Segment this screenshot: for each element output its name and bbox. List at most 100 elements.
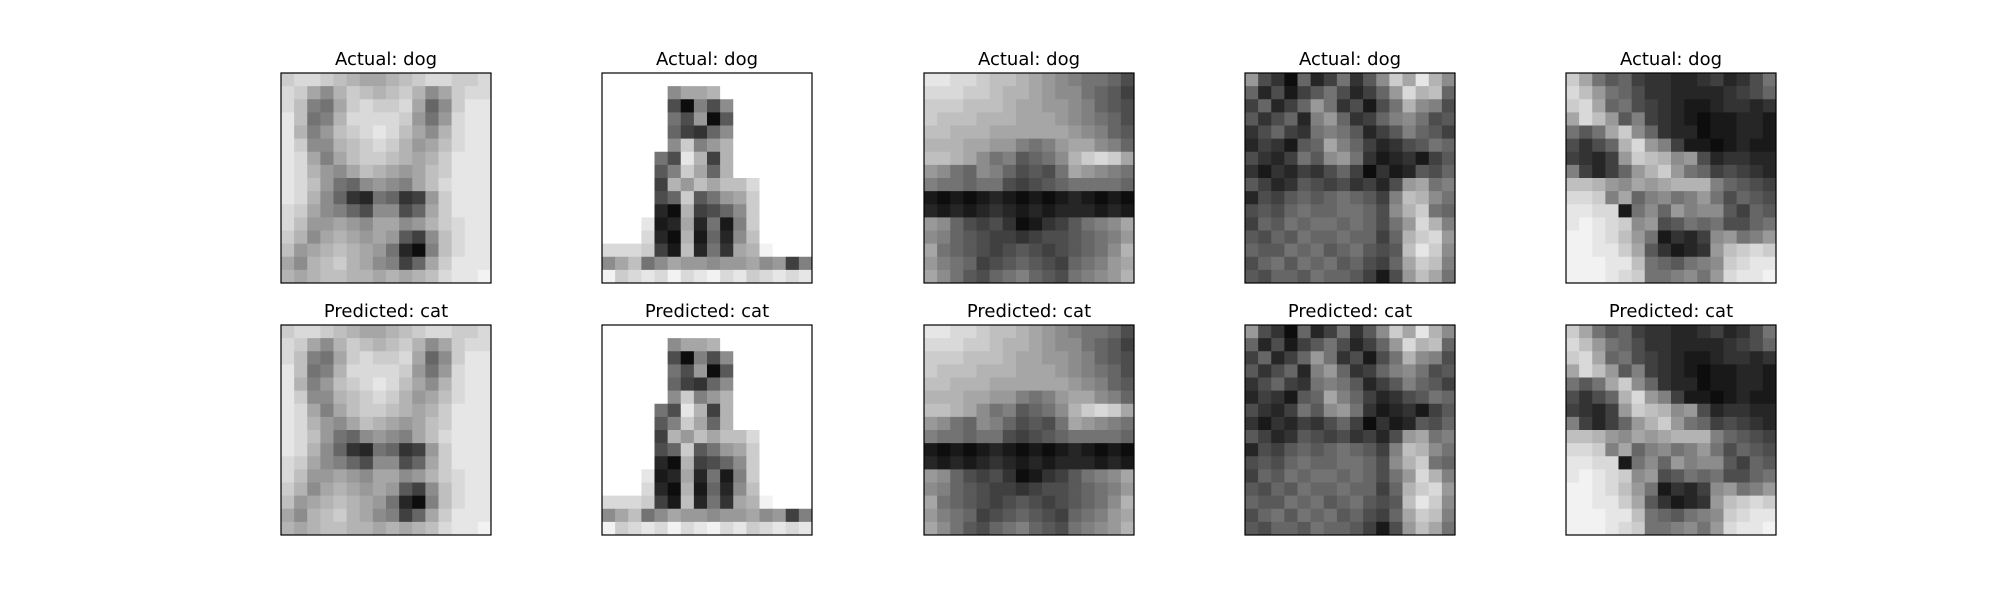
pixel-cell (334, 430, 347, 443)
pixel-cell (478, 443, 491, 456)
pixel-cell (452, 126, 465, 139)
pixel-cell (1684, 257, 1697, 270)
pixel-cell (412, 257, 425, 270)
pixel-cell (937, 99, 950, 112)
pixel-cell (1376, 391, 1389, 404)
pixel-cell (1350, 112, 1363, 125)
pixel-cell (1619, 443, 1632, 456)
pixel-cell (1363, 469, 1376, 482)
pixel-cell (1068, 231, 1081, 244)
pixel-cell (320, 430, 333, 443)
pixel-cell (641, 270, 654, 283)
pixel-cell (1350, 496, 1363, 509)
pixel-cell (360, 191, 373, 204)
pixel-cell (334, 509, 347, 522)
pixel-cell (963, 152, 976, 165)
pixel-cell (1121, 126, 1134, 139)
pixel-cell (1350, 378, 1363, 391)
pixel-cell (1271, 522, 1284, 535)
pixel-cell (760, 417, 773, 430)
pixel-cell (320, 244, 333, 257)
pixel-cell (977, 165, 990, 178)
pixel-cell (1442, 244, 1455, 257)
pixel-cell (1763, 496, 1776, 509)
pixel-cell (694, 338, 707, 351)
pixel-cell (733, 338, 746, 351)
pixel-cell (1108, 522, 1121, 535)
pixel-cell (641, 86, 654, 99)
pixel-cell (1271, 139, 1284, 152)
pixel-cell (294, 364, 307, 377)
pixel-cell (399, 191, 412, 204)
pixel-cell (668, 204, 681, 217)
pixel-cell (1684, 351, 1697, 364)
pixel-cell (1737, 430, 1750, 443)
pixel-cell (628, 338, 641, 351)
pixel-cell (1284, 483, 1297, 496)
pixel-cell (1592, 443, 1605, 456)
pixel-cell (1566, 86, 1579, 99)
pixel-cell (977, 469, 990, 482)
pixel-cell (1724, 99, 1737, 112)
pixel-cell (1592, 522, 1605, 535)
pixel-cell (615, 417, 628, 430)
pixel-cell (465, 257, 478, 270)
pixel-cell (668, 244, 681, 257)
pixel-cell (641, 99, 654, 112)
pixel-cell (1095, 99, 1108, 112)
pixel-cell (694, 496, 707, 509)
pixel-cell (1029, 73, 1042, 86)
pixel-cell (1592, 139, 1605, 152)
pixel-cell (412, 217, 425, 230)
pixel-cell (924, 391, 937, 404)
pixel-cell (990, 469, 1003, 482)
pixel-cell (1403, 483, 1416, 496)
pixel-cell (1658, 456, 1671, 469)
pixel-cell (1311, 231, 1324, 244)
pixel-cell (347, 364, 360, 377)
pixel-cell (360, 509, 373, 522)
pixel-cell (360, 204, 373, 217)
pixel-cell (281, 483, 294, 496)
pixel-cell (386, 430, 399, 443)
pixel-cell (1619, 139, 1632, 152)
pixel-cell (386, 165, 399, 178)
pixel-cell (1271, 73, 1284, 86)
pixel-cell (1298, 270, 1311, 283)
pixel-cell (1245, 325, 1258, 338)
pixel-cell (668, 191, 681, 204)
pixel-cell (1750, 178, 1763, 191)
pixel-cell (1003, 191, 1016, 204)
pixel-cell (1003, 351, 1016, 364)
pixel-cell (655, 244, 668, 257)
pixel-cell (386, 139, 399, 152)
pixel-cell (1389, 522, 1402, 535)
pixel-cell (1579, 244, 1592, 257)
pixel-cell (1763, 509, 1776, 522)
pixel-cell (1108, 178, 1121, 191)
pixel-cell (668, 509, 681, 522)
pixel-cell (452, 378, 465, 391)
pixel-cell (1029, 496, 1042, 509)
pixel-cell (681, 469, 694, 482)
pixel-cell (1068, 178, 1081, 191)
pixel-cell (773, 417, 786, 430)
pixel-cell (1311, 456, 1324, 469)
pixel-cell (1416, 204, 1429, 217)
pixel-cell (1645, 378, 1658, 391)
pixel-cell (439, 469, 452, 482)
pixel-cell (1095, 404, 1108, 417)
pixel-cell (1350, 139, 1363, 152)
pixel-cell (1082, 126, 1095, 139)
pixel-cell (1245, 86, 1258, 99)
pixel-cell (668, 86, 681, 99)
pixel-cell (1697, 483, 1710, 496)
pixel-cell (977, 364, 990, 377)
pixel-cell (1658, 443, 1671, 456)
pixel-cell (1108, 99, 1121, 112)
pixel-cell (1311, 165, 1324, 178)
pixel-cell (1068, 152, 1081, 165)
pixel-cell (412, 270, 425, 283)
pixel-cell (412, 469, 425, 482)
pixel-cell (347, 126, 360, 139)
